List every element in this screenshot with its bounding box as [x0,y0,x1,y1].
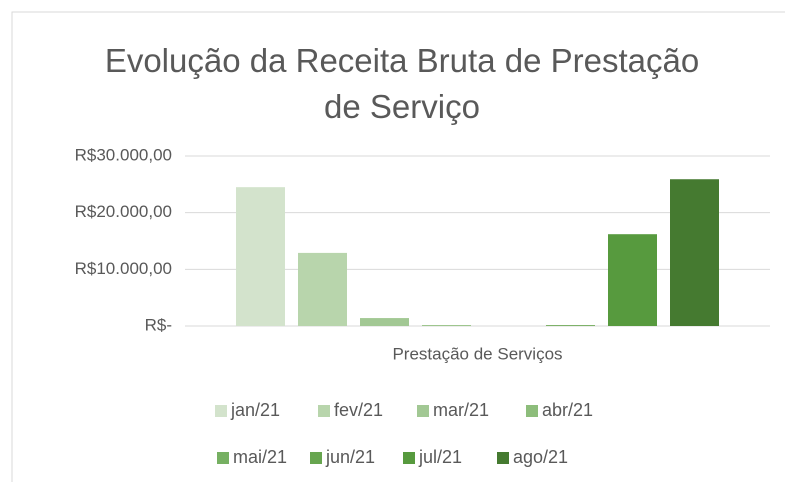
legend-label: mar/21 [433,400,489,420]
legend-label: jan/21 [230,400,280,420]
legend-swatch [417,405,429,417]
legend-label: abr/21 [542,400,593,420]
chart-border [11,11,785,482]
legend-swatch [215,405,227,417]
legend-swatch [526,405,538,417]
legend-label: fev/21 [334,400,383,420]
legend-label: jun/21 [325,447,375,467]
legend-swatch [403,452,415,464]
legend-swatch [318,405,330,417]
y-tick-label: R$30.000,00 [75,145,172,164]
bar [298,252,347,326]
bar [360,318,409,326]
legend-swatch [217,452,229,464]
chart-title: Evolução da Receita Bruta de Prestação d… [104,42,700,125]
legend-label: jul/21 [418,447,462,467]
bar [608,234,657,326]
legend-label: ago/21 [513,447,568,467]
bar [236,187,285,326]
legend-swatch [497,452,509,464]
bar [422,325,471,326]
y-tick-label: R$10.000,00 [75,259,172,278]
bar [670,179,719,326]
y-tick-label: R$20.000,00 [75,202,172,221]
legend-swatch [310,452,322,464]
x-tick-label: Prestação de Serviços [392,344,562,363]
y-tick-label: R$- [145,315,172,334]
bar [546,325,595,326]
legend-label: mai/21 [233,447,287,467]
